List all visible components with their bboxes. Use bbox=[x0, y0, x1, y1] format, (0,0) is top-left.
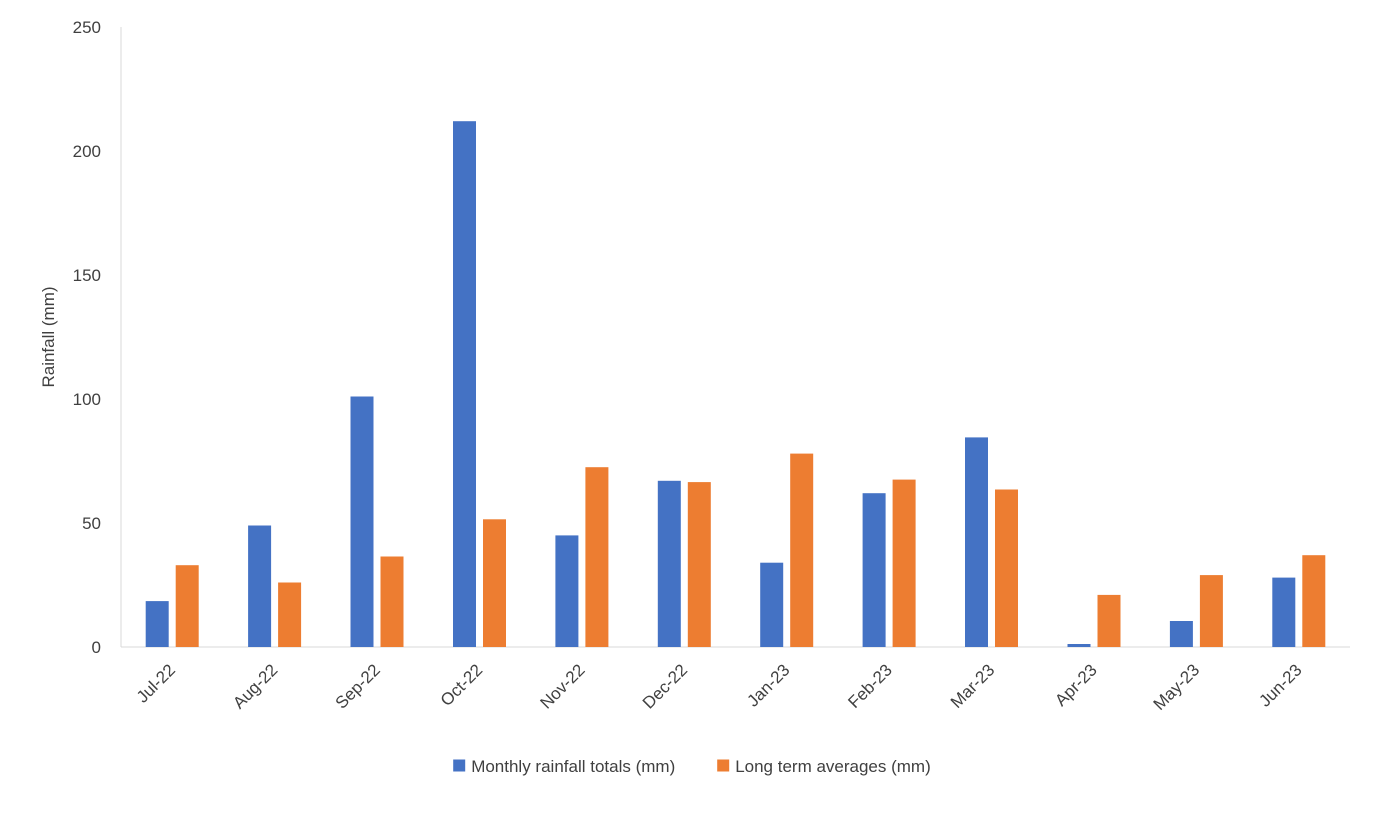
bar-monthly-total bbox=[965, 437, 988, 647]
x-tick-label: Apr-23 bbox=[1051, 660, 1101, 710]
x-tick-label: Dec-22 bbox=[639, 660, 691, 712]
y-axis-title-group: Rainfall (mm) bbox=[39, 286, 58, 387]
bar-long-term-average bbox=[380, 556, 404, 647]
x-tick-label: Aug-22 bbox=[229, 660, 281, 712]
bar-long-term-average bbox=[278, 582, 302, 647]
y-tick-label: 150 bbox=[73, 266, 101, 285]
bar-long-term-average bbox=[995, 489, 1018, 647]
x-tick-label: Sep-22 bbox=[332, 660, 384, 712]
x-tick-label: Jan-23 bbox=[743, 660, 793, 710]
bar-monthly-total bbox=[657, 480, 681, 647]
bar-long-term-average bbox=[687, 482, 711, 647]
bar-long-term-average bbox=[892, 479, 916, 647]
x-tick-label: Oct-22 bbox=[437, 660, 487, 710]
legend-label: Monthly rainfall totals (mm) bbox=[471, 757, 675, 776]
bar-long-term-average bbox=[175, 565, 199, 647]
bar-monthly-total bbox=[862, 493, 886, 647]
bar-monthly-total bbox=[350, 396, 374, 647]
bar-long-term-average bbox=[790, 453, 814, 647]
y-axis-title: Rainfall (mm) bbox=[39, 286, 58, 387]
y-tick-label: 50 bbox=[82, 514, 101, 533]
plot-area: 0 50 100 150 200 250 Jul-22 Aug-22 Sep-22 Oct-22 N… bbox=[73, 18, 1350, 714]
legend-label: Long term averages (mm) bbox=[735, 757, 931, 776]
x-tick-label: Nov-22 bbox=[537, 660, 589, 712]
legend-swatch bbox=[717, 759, 730, 772]
x-tick-label: Jun-23 bbox=[1255, 660, 1305, 710]
bar-monthly-total bbox=[760, 562, 784, 647]
legend: Monthly rainfall totals (mm) Long term av… bbox=[453, 757, 931, 776]
y-tick-label: 250 bbox=[73, 18, 101, 37]
x-tick-label: Mar-23 bbox=[947, 660, 999, 712]
bar-monthly-total bbox=[453, 121, 476, 647]
legend-swatch bbox=[453, 759, 466, 772]
bar-long-term-average bbox=[1199, 575, 1223, 647]
bar-long-term-average bbox=[1097, 594, 1121, 647]
bar-long-term-average bbox=[483, 519, 506, 647]
y-tick-label: 100 bbox=[73, 390, 101, 409]
bar-long-term-average bbox=[585, 467, 609, 647]
bar-long-term-average bbox=[1302, 555, 1326, 647]
x-tick-label: Feb-23 bbox=[844, 660, 896, 712]
bar-monthly-total bbox=[1272, 577, 1296, 647]
bar-monthly-total bbox=[1169, 621, 1193, 647]
bar-monthly-total bbox=[248, 525, 272, 647]
x-tick-label: Jul-22 bbox=[133, 660, 179, 706]
bar-monthly-total bbox=[145, 601, 169, 647]
x-tick-label: May-23 bbox=[1150, 660, 1204, 714]
bar-monthly-total bbox=[1067, 644, 1091, 647]
bar-monthly-total bbox=[555, 535, 579, 647]
y-tick-label: 0 bbox=[92, 638, 101, 657]
y-tick-label: 200 bbox=[73, 142, 101, 161]
